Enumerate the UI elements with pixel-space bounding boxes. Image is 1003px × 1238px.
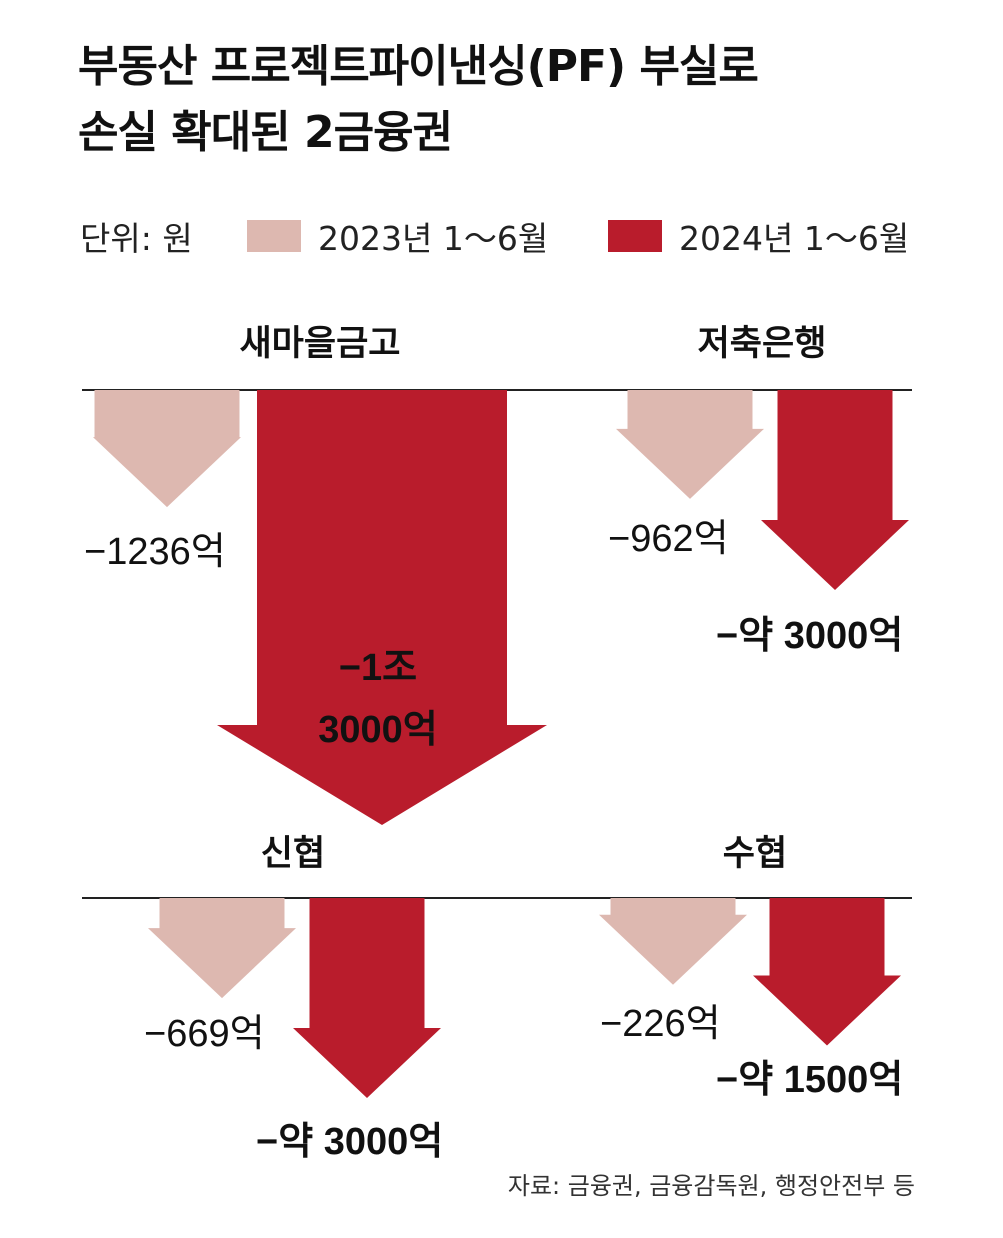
bar-2024	[217, 390, 547, 825]
data-label-2023: −962억	[608, 518, 729, 560]
category-label: 수협	[723, 834, 787, 874]
data-label-2024: −1조	[339, 647, 417, 689]
bar-2024	[753, 898, 901, 1046]
bar-2023	[93, 390, 241, 508]
data-label-2024: −약 3000억	[256, 1121, 443, 1163]
source-note: 자료: 금융권, 금융감독원, 행정안전부 등	[507, 1172, 915, 1200]
data-label-2023: −1236억	[84, 531, 226, 573]
data-label-2024: −약 3000억	[716, 615, 903, 657]
bar-2024	[761, 390, 909, 590]
data-label-2024: −약 1500억	[716, 1059, 903, 1101]
title-line-1: 부동산 프로젝트파이낸싱(PF) 부실로	[78, 41, 759, 92]
category-label: 저축은행	[698, 324, 827, 364]
legend-swatch-2023	[247, 220, 301, 252]
data-label-2023: −226억	[600, 1003, 721, 1045]
chart-title: 부동산 프로젝트파이낸싱(PF) 부실로 손실 확대된 2금융권	[78, 34, 978, 166]
bar-2024	[293, 898, 441, 1098]
legend: 단위: 원 2023년 1～6월 2024년 1～6월	[0, 206, 1003, 266]
legend-label-2023: 2023년 1～6월	[318, 219, 549, 258]
data-label-2024: 3000억	[318, 709, 438, 751]
category-label: 새마을금고	[239, 324, 400, 364]
bar-2023	[599, 898, 747, 985]
bar-2023	[148, 898, 296, 999]
title-line-2: 손실 확대된 2금융권	[78, 107, 453, 158]
category-label: 신협	[261, 834, 325, 874]
bar-2023	[616, 390, 764, 499]
legend-swatch-2024	[608, 220, 662, 252]
legend-label-2024: 2024년 1～6월	[679, 219, 910, 258]
data-label-2023: −669억	[144, 1013, 265, 1055]
unit-label: 단위: 원	[80, 219, 193, 258]
